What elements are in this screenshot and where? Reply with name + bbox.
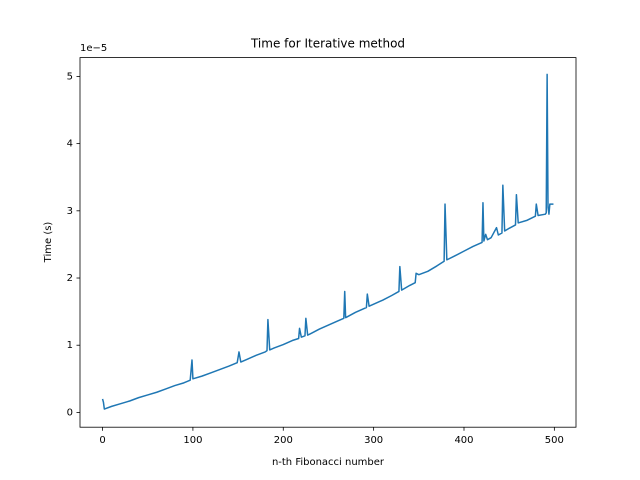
data-line (101, 73, 554, 410)
chart-title: Time for Iterative method (250, 37, 405, 51)
x-tick-label: 100 (183, 435, 202, 446)
y-tick-label: 4 (67, 139, 73, 150)
x-tick-label: 200 (274, 435, 293, 446)
x-tick-label: 500 (545, 435, 564, 446)
y-axis-label: Time (s) (43, 222, 54, 264)
x-tick-label: 0 (99, 435, 105, 446)
x-tick-label: 400 (454, 435, 473, 446)
axes-frame (79, 57, 577, 428)
y-tick-label: 5 (67, 71, 73, 82)
y-tick-label: 0 (67, 407, 73, 418)
y-offset-label: 1e−5 (80, 43, 107, 54)
y-tick-label: 1 (67, 340, 73, 351)
y-tick-label: 2 (67, 273, 73, 284)
x-tick-label: 300 (364, 435, 383, 446)
x-axis-label: n-th Fibonacci number (272, 457, 385, 468)
y-tick-label: 3 (67, 206, 73, 217)
